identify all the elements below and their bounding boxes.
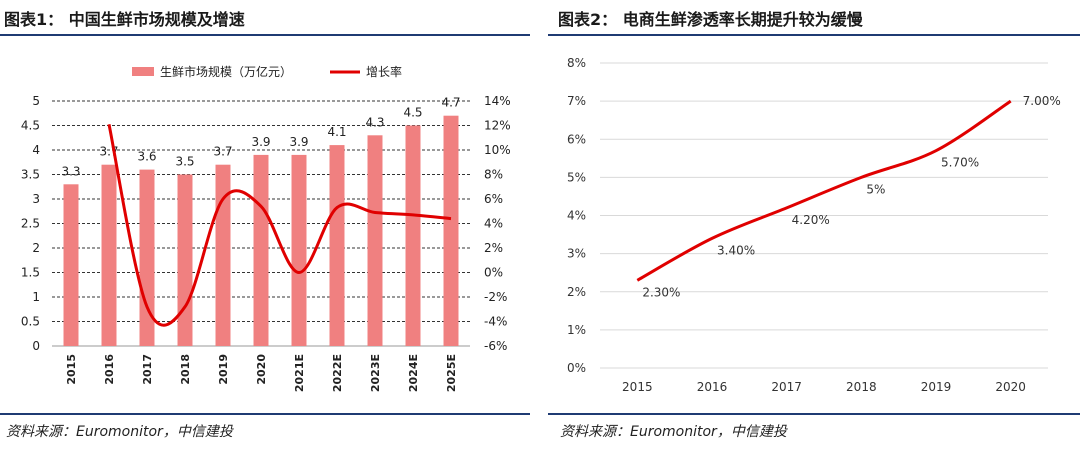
y-left-tick-label: 3.5 — [21, 168, 40, 182]
bar — [177, 174, 193, 346]
y-left-tick-label: 5 — [32, 94, 40, 108]
y-tick-label: 4% — [567, 209, 586, 223]
y-right-tick-label: 2% — [484, 241, 503, 255]
figure-1-source: 资料来源：Euromonitor，中信建投 — [6, 424, 233, 440]
data-label: 5% — [866, 182, 885, 196]
penetration-line — [636, 99, 1012, 282]
bar — [63, 184, 79, 346]
data-label: 7.00% — [1023, 94, 1061, 108]
x-tick-label: 2015 — [65, 354, 78, 385]
y-right-tick-label: 8% — [484, 168, 503, 182]
legend-line-label: 增长率 — [366, 64, 402, 79]
y-left-tick-label: 1 — [32, 290, 40, 304]
y-right-tick-label: 12% — [484, 119, 511, 133]
y-left-tick-label: 1.5 — [21, 266, 40, 280]
bar — [215, 164, 231, 346]
figure-2-panel: 图表2： 电商生鲜渗透率长期提升较为缓慢 0% 1% 2% 3% 4% 5% 6% 7% 8% 2… — [548, 0, 1080, 455]
y-right-tick-label: -2% — [484, 290, 507, 304]
market-size-chart: 生鲜市场规模（万亿元） 增长率 0 0.5 1 1.5 2 2.5 3 3.5 4 4.5 5 -6% -4… — [21, 64, 511, 392]
y-right-tick-label: -4% — [484, 315, 507, 329]
legend-bar-label: 生鲜市场规模（万亿元） — [160, 64, 292, 79]
y-right-tick-label: -6% — [484, 339, 507, 353]
y-tick-label: 2% — [567, 285, 586, 299]
bar — [139, 169, 155, 346]
data-label: 5.70% — [941, 156, 979, 170]
bar-data-label: 4.7 — [441, 96, 460, 110]
x-tick-label: 2019 — [921, 380, 952, 394]
x-tick-label: 2025E — [445, 354, 458, 392]
bar-data-label: 3.7 — [213, 145, 232, 159]
x-tick-label: 2019 — [217, 354, 230, 385]
bar — [291, 154, 307, 346]
bar-data-label: 3.5 — [175, 155, 194, 169]
data-label: 4.20% — [792, 213, 830, 227]
y-left-tick-label: 2 — [32, 241, 40, 255]
data-label: 3.40% — [717, 243, 755, 257]
y-right-tick-label: 4% — [484, 217, 503, 231]
x-tick-label: 2022E — [331, 354, 344, 392]
y-right-tick-label: 0% — [484, 266, 503, 280]
figure-1-panel: 图表1： 中国生鲜市场规模及增速 生鲜市场规模（万亿元） 增长率 0 0.5 1 1.5 2… — [0, 0, 530, 455]
x-tick-label: 2024E — [407, 354, 420, 392]
penetration-rate-chart: 0% 1% 2% 3% 4% 5% 6% 7% 8% 2015 2016 2017 2018 2019 20… — [567, 56, 1061, 394]
x-tick-label: 2017 — [771, 380, 802, 394]
growth-rate-line — [107, 123, 452, 327]
y-left-tick-label: 0 — [32, 339, 40, 353]
bar-data-label: 4.3 — [365, 115, 384, 129]
y-tick-label: 1% — [567, 323, 586, 337]
x-tick-label: 2023E — [369, 354, 382, 392]
bar — [367, 135, 383, 346]
bar-data-label: 3.9 — [251, 135, 270, 149]
bar-data-label: 4.5 — [403, 106, 422, 120]
y-tick-label: 7% — [567, 94, 586, 108]
figure-2-title: 图表2： 电商生鲜渗透率长期提升较为缓慢 — [558, 10, 863, 29]
y-tick-label: 8% — [567, 56, 586, 70]
y-tick-label: 6% — [567, 132, 586, 146]
x-tick-label: 2015 — [622, 380, 653, 394]
top-rule — [548, 34, 1080, 36]
y-left-tick-label: 2.5 — [21, 217, 40, 231]
y-tick-label: 3% — [567, 247, 586, 261]
bar-data-label: 4.1 — [327, 125, 346, 139]
x-tick-label: 2017 — [141, 354, 154, 385]
x-tick-label: 2018 — [846, 380, 877, 394]
figure-2-source: 资料来源：Euromonitor，中信建投 — [560, 424, 787, 440]
y-left-tick-label: 4 — [32, 143, 40, 157]
figure-1-title: 图表1： 中国生鲜市场规模及增速 — [4, 10, 245, 29]
top-rule — [0, 34, 530, 36]
x-tick-label: 2020 — [255, 354, 268, 385]
bottom-rule — [0, 413, 530, 415]
x-tick-label: 2016 — [103, 354, 116, 385]
bottom-rule — [548, 413, 1080, 415]
x-tick-label: 2020 — [995, 380, 1026, 394]
y-left-tick-label: 0.5 — [21, 315, 40, 329]
x-tick-label: 2016 — [697, 380, 728, 394]
bar-data-label: 3.6 — [137, 150, 156, 164]
y-right-tick-label: 14% — [484, 94, 511, 108]
x-tick-label: 2018 — [179, 354, 192, 385]
y-right-tick-label: 6% — [484, 192, 503, 206]
bar — [101, 164, 117, 346]
bar — [443, 115, 459, 346]
bar-data-label: 3.9 — [289, 135, 308, 149]
y-tick-label: 5% — [567, 170, 586, 184]
x-tick-label: 2021E — [293, 354, 306, 392]
data-label: 2.30% — [642, 285, 680, 299]
bar-data-label: 3.3 — [61, 164, 80, 178]
y-left-tick-label: 3 — [32, 192, 40, 206]
y-tick-label: 0% — [567, 361, 586, 375]
y-left-tick-label: 4.5 — [21, 119, 40, 133]
legend-bar-swatch — [132, 67, 154, 76]
bar — [253, 154, 269, 346]
y-right-tick-label: 10% — [484, 143, 511, 157]
bar — [329, 145, 345, 346]
bar — [405, 125, 421, 346]
